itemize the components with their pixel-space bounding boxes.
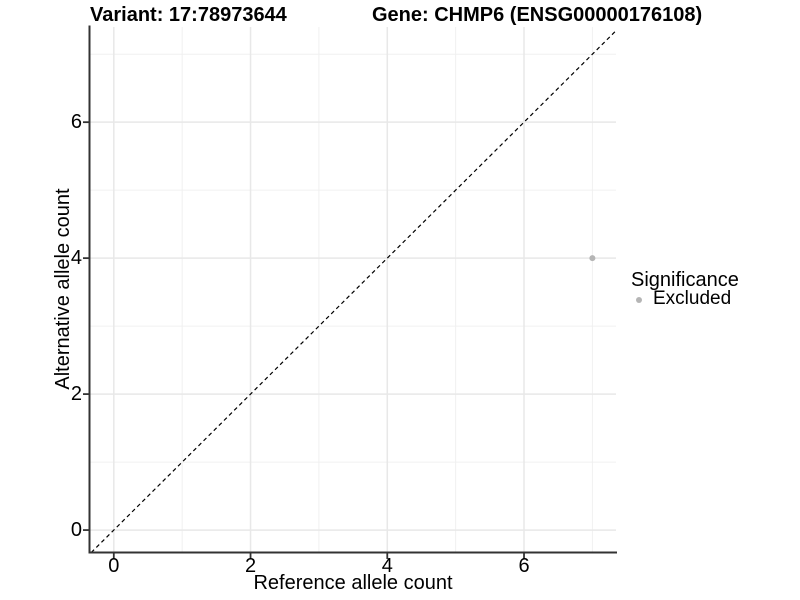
plot-title-gene: Gene: CHMP6 (ENSG00000176108) [372,4,703,26]
y-tick-label: 4 [70,247,82,270]
x-tick-label: 2 [244,555,257,577]
y-tick-label: 0 [70,519,82,542]
y-tick-label: 2 [70,383,82,406]
data-point [589,255,596,262]
y-tick-label: 6 [70,111,82,134]
x-axis-title: Reference allele count [253,572,453,594]
plot-title-variant: Variant: 17:78973644 [90,4,287,26]
x-tick-label: 0 [108,555,120,577]
identity-reference-line [90,29,618,553]
x-tick-label: 6 [518,555,530,577]
x-tick-label: 4 [381,555,393,577]
